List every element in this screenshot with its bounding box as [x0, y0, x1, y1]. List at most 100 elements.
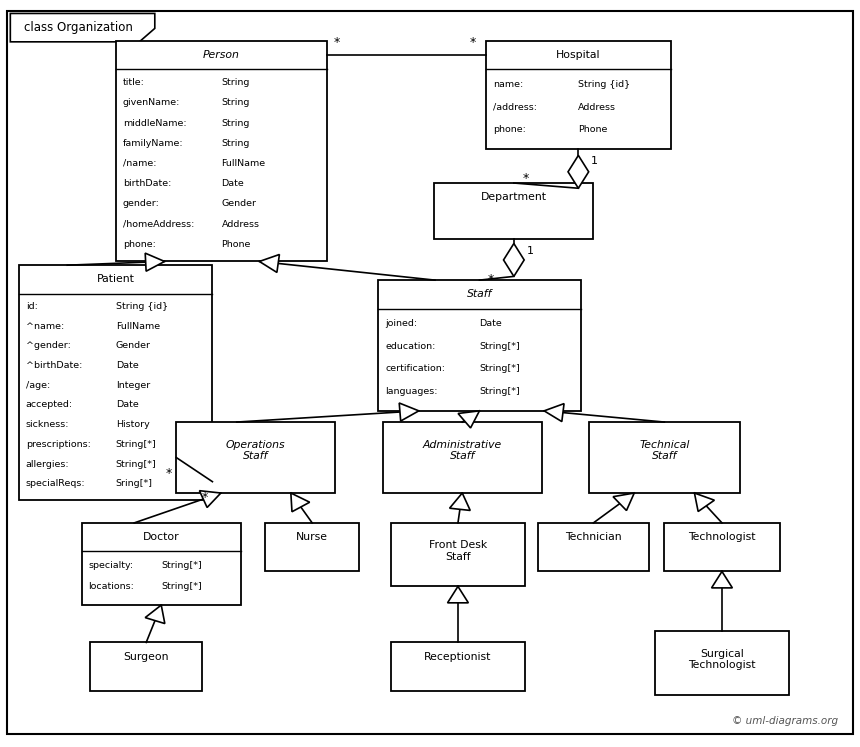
Text: sickness:: sickness: [26, 420, 70, 429]
Text: ^name:: ^name: [26, 322, 64, 331]
Text: Surgeon: Surgeon [124, 651, 169, 662]
Text: *: * [166, 466, 172, 480]
Text: Integer: Integer [115, 381, 150, 390]
Bar [19, 265, 212, 500]
Text: String[*]: String[*] [480, 341, 520, 350]
Text: middleName:: middleName: [123, 119, 187, 128]
Text: String: String [222, 139, 249, 148]
Text: Gender: Gender [222, 199, 256, 208]
Text: Operations
Staff: Operations Staff [226, 440, 286, 461]
Text: String: String [222, 119, 249, 128]
Bar [82, 523, 241, 605]
Polygon shape [458, 411, 480, 428]
Bar [90, 642, 202, 691]
Text: FullName: FullName [115, 322, 160, 331]
Bar [486, 41, 671, 149]
Text: /address:: /address: [493, 102, 537, 111]
Text: specialReqs:: specialReqs: [26, 480, 85, 489]
Polygon shape [291, 493, 310, 512]
Text: accepted:: accepted: [26, 400, 73, 409]
Bar [434, 183, 593, 239]
Text: Technical
Staff: Technical Staff [639, 440, 690, 461]
Bar [116, 41, 327, 261]
Text: /age:: /age: [26, 381, 50, 390]
Text: ^gender:: ^gender: [26, 341, 71, 350]
Polygon shape [399, 403, 419, 421]
Text: joined:: joined: [385, 319, 417, 328]
Bar [655, 631, 789, 695]
Text: Receptionist: Receptionist [424, 651, 492, 662]
Text: Date: Date [222, 179, 244, 188]
Text: education:: education: [385, 341, 436, 350]
Text: allergies:: allergies: [26, 459, 70, 468]
Text: class Organization: class Organization [24, 21, 132, 34]
Text: String {id}: String {id} [115, 302, 168, 311]
Polygon shape [568, 155, 588, 188]
Text: Gender: Gender [115, 341, 150, 350]
Text: *: * [488, 273, 494, 285]
Text: Administrative
Staff: Administrative Staff [422, 440, 502, 461]
Text: Technologist: Technologist [688, 532, 756, 542]
Text: ^birthDate:: ^birthDate: [26, 361, 83, 370]
Text: String[*]: String[*] [480, 387, 520, 396]
Text: 1: 1 [526, 246, 534, 256]
Text: Date: Date [480, 319, 502, 328]
Text: *: * [470, 37, 476, 49]
Text: String: String [222, 99, 249, 108]
Text: © uml-diagrams.org: © uml-diagrams.org [733, 716, 838, 726]
Text: String[*]: String[*] [115, 440, 157, 449]
Text: Phone: Phone [578, 125, 608, 134]
Text: Address: Address [222, 220, 260, 229]
Text: Doctor: Doctor [143, 532, 180, 542]
Text: *: * [202, 491, 208, 503]
Text: locations:: locations: [89, 582, 134, 592]
Text: title:: title: [123, 78, 144, 87]
Text: *: * [523, 172, 529, 185]
Bar [391, 523, 525, 586]
Text: 1: 1 [592, 155, 599, 166]
Bar [378, 280, 580, 411]
Text: Date: Date [115, 400, 138, 409]
Text: Person: Person [203, 50, 240, 61]
Text: Phone: Phone [222, 240, 251, 249]
Polygon shape [200, 491, 221, 507]
Text: *: * [334, 37, 340, 49]
Text: birthDate:: birthDate: [123, 179, 171, 188]
Polygon shape [145, 253, 164, 271]
Text: languages:: languages: [385, 387, 438, 396]
Text: givenName:: givenName: [123, 99, 181, 108]
Bar [383, 422, 542, 493]
Text: String[*]: String[*] [115, 459, 157, 468]
Text: Sring[*]: Sring[*] [115, 480, 153, 489]
Bar [538, 523, 649, 571]
Polygon shape [613, 493, 635, 510]
Polygon shape [10, 13, 155, 42]
Polygon shape [260, 255, 280, 273]
Text: certification:: certification: [385, 365, 445, 374]
Text: Surgical
Technologist: Surgical Technologist [688, 649, 756, 670]
Bar [265, 523, 359, 571]
Text: String {id}: String {id} [578, 80, 630, 89]
Text: FullName: FullName [222, 159, 266, 168]
Text: /homeAddress:: /homeAddress: [123, 220, 194, 229]
Text: phone:: phone: [123, 240, 156, 249]
Text: Hospital: Hospital [556, 50, 600, 61]
Text: Technician: Technician [565, 532, 622, 542]
Text: Patient: Patient [96, 274, 135, 285]
Text: specialty:: specialty: [89, 561, 133, 570]
Polygon shape [447, 586, 469, 603]
Polygon shape [145, 605, 165, 624]
Text: prescriptions:: prescriptions: [26, 440, 90, 449]
Text: gender:: gender: [123, 199, 160, 208]
Text: String[*]: String[*] [162, 561, 202, 570]
Text: /name:: /name: [123, 159, 157, 168]
Text: familyName:: familyName: [123, 139, 183, 148]
Bar [664, 523, 780, 571]
Text: String[*]: String[*] [480, 365, 520, 374]
Text: String: String [222, 78, 249, 87]
Text: Front Desk
Staff: Front Desk Staff [429, 541, 487, 562]
Polygon shape [450, 493, 470, 510]
Text: History: History [115, 420, 150, 429]
Text: Date: Date [115, 361, 138, 370]
Bar [589, 422, 740, 493]
